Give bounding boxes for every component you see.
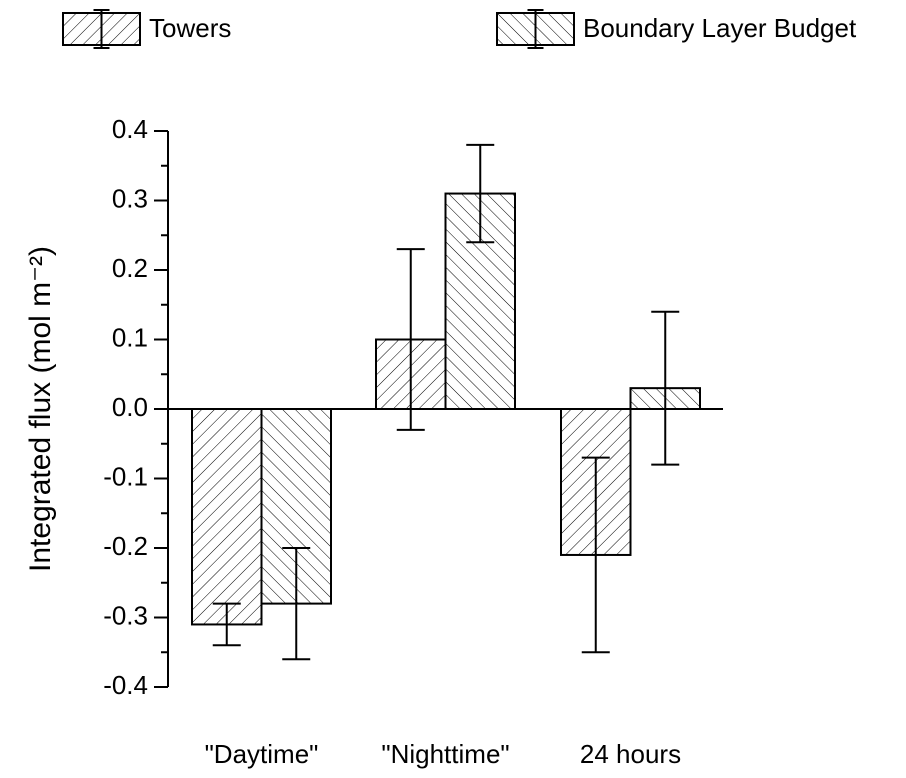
legend-label: Boundary Layer Budget	[583, 13, 857, 43]
y-tick-label: 0.2	[112, 253, 148, 283]
y-tick-label: -0.3	[103, 600, 148, 630]
y-tick-label: -0.1	[103, 461, 148, 491]
x-tick-label: "Nighttime"	[381, 739, 509, 769]
y-tick-label: 0.0	[112, 392, 148, 422]
y-tick-label: -0.2	[103, 531, 148, 561]
x-tick-label: "Daytime"	[205, 739, 319, 769]
y-tick-label: 0.4	[112, 114, 148, 144]
y-tick-label: -0.4	[103, 670, 148, 700]
y-axis-label: Integrated flux (mol m⁻²)	[24, 246, 57, 572]
legend-label: Towers	[149, 13, 231, 43]
x-tick-label: 24 hours	[580, 739, 681, 769]
bar	[191, 408, 263, 626]
y-tick-label: 0.1	[112, 322, 148, 352]
y-tick-label: 0.3	[112, 183, 148, 213]
